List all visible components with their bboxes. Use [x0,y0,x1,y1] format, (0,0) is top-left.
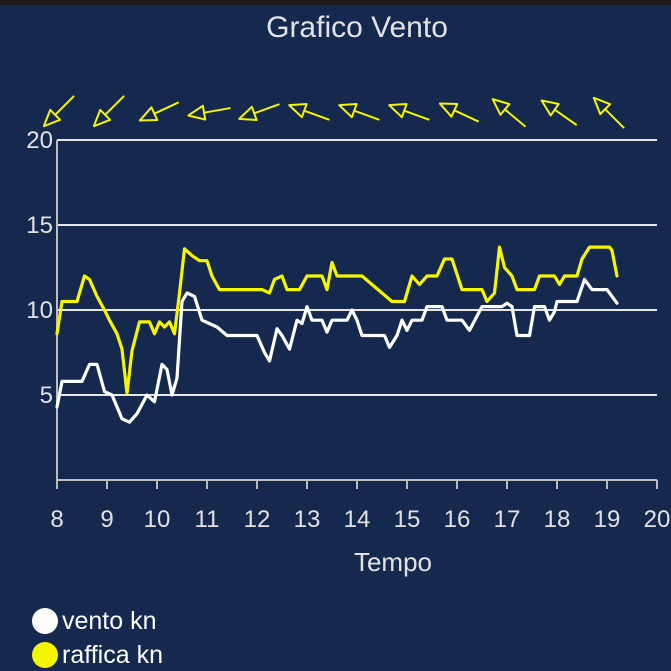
legend-item-vento[interactable]: vento kn [32,604,163,638]
series-lines [55,245,619,424]
legend-item-raffica[interactable]: raffica kn [32,638,163,671]
x-tick-label: 13 [294,506,321,533]
wind-direction-arrow-icon [92,95,125,128]
x-tick-label: 20 [644,506,671,533]
y-tick-label: 10 [26,297,53,324]
x-tick-label: 8 [50,506,63,533]
x-tick-label: 14 [344,506,371,533]
x-tick-label: 16 [444,506,471,533]
axes: 5 10 15 20 8 9 10 11 12 13 14 15 16 17 18 19 20 [26,127,670,533]
top-strip [0,0,671,5]
wind-direction-arrow-icon [491,98,526,128]
legend: vento kn raffica kn [32,604,163,671]
x-tick-label: 11 [195,506,220,533]
x-axis-title: Tempo [354,547,432,577]
wind-direction-arrow-icon [388,103,430,121]
wind-direction-arrow-icon [338,103,380,121]
x-tick-label: 19 [594,506,621,533]
x-tick-label: 15 [394,506,421,533]
legend-dot-icon [32,642,58,668]
y-tick-label: 15 [26,212,53,239]
x-tick-label: 10 [144,506,171,533]
wind-direction-arrow-icon [288,103,330,121]
wind-direction-arrow-icon [238,103,280,121]
x-tick-label: 9 [100,506,113,533]
wind-direction-arrow-icon [438,102,479,123]
legend-dot-icon [32,608,58,634]
y-tick-label: 5 [40,382,53,409]
x-tick-label: 17 [494,506,521,533]
wind-direction-arrow-icon [42,95,75,128]
legend-label-raffica: raffica kn [62,640,163,669]
wind-direction-arrow-icon [187,104,231,121]
y-tick-label: 20 [26,127,53,154]
x-tick-label: 12 [244,506,271,533]
wind-direction-arrow-icon [540,99,578,126]
legend-label-vento: vento kn [62,606,157,635]
wind-direction-markers [42,95,625,129]
series-line-raffica [55,245,619,395]
wind-direction-arrow-icon [592,96,625,129]
chart-title: Grafico Vento [266,11,448,44]
wind-direction-arrow-icon [138,101,179,122]
series-line-vento [55,277,619,424]
x-tick-label: 18 [544,506,571,533]
grid-lines [57,139,657,396]
